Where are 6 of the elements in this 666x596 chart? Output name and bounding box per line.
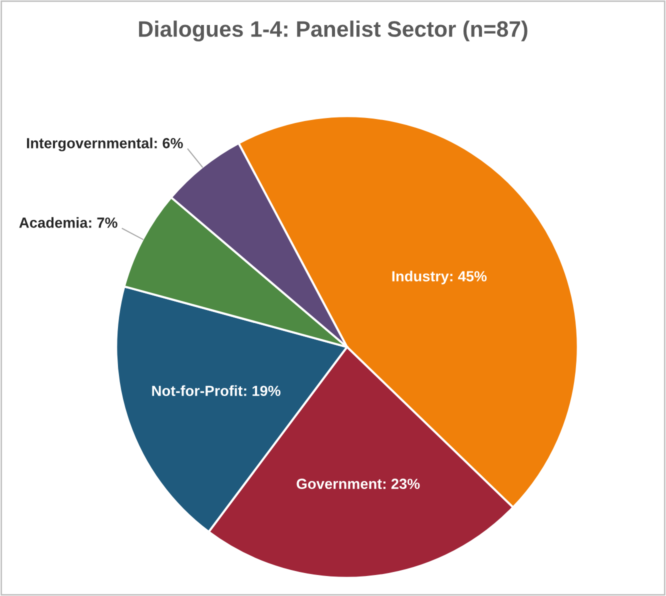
slice-label: Industry: 45%	[392, 270, 487, 284]
slice-label: Not-for-Profit: 19%	[152, 385, 280, 396]
slice-label: Academia: 7%	[19, 217, 118, 228]
chart-title: Dialogues 1-4: Panelist Sector (n=87)	[139, 20, 528, 42]
slice-label: Government: 23%	[296, 478, 420, 490]
slice-label: Intergovernmental: 6%	[27, 138, 183, 152]
